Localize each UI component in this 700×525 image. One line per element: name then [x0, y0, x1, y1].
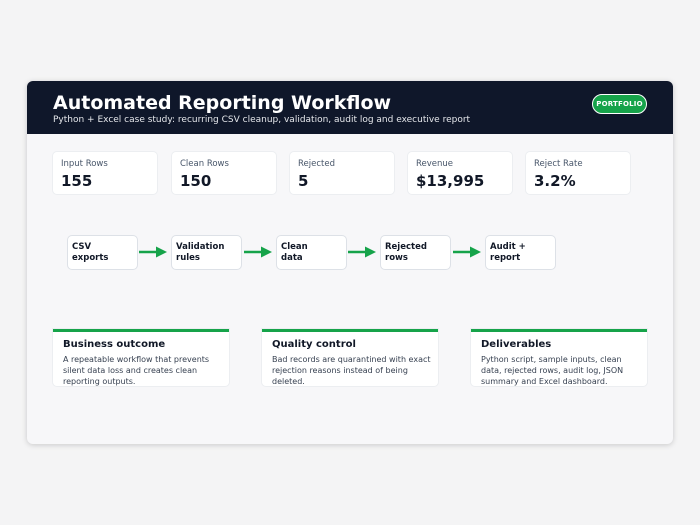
- step-label-line1: CSV: [72, 242, 92, 252]
- workflow-step-csv-exports: CSV exports: [67, 235, 138, 270]
- stat-label: Reject Rate: [534, 159, 583, 169]
- step-label-line2: rows: [385, 253, 408, 263]
- info-card-text: Bad records are quarantined with exact r…: [272, 354, 434, 387]
- portfolio-badge[interactable]: PORTFOLIO: [592, 94, 647, 114]
- info-card-line: silent data loss and creates clean: [63, 366, 198, 375]
- workflow-step-clean-data: Clean data: [276, 235, 347, 270]
- stat-label: Revenue: [416, 159, 454, 169]
- step-label-line1: Clean: [281, 242, 308, 252]
- step-label-line1: Rejected: [385, 242, 427, 252]
- stat-reject-rate: Reject Rate 3.2%: [526, 152, 630, 194]
- info-card-line: summary and Excel dashboard.: [481, 377, 608, 386]
- info-card-deliverables: Deliverables Python script, sample input…: [471, 329, 647, 386]
- info-card-title: Business outcome: [63, 339, 166, 350]
- page-subtitle: Python + Excel case study: recurring CSV…: [53, 115, 471, 125]
- info-card-line: A repeatable workflow that prevents: [63, 355, 210, 364]
- step-label-line1: Validation: [176, 242, 225, 252]
- stat-value: 150: [180, 172, 212, 190]
- stat-clean-rows: Clean Rows 150: [172, 152, 276, 194]
- arrow-right-icon: [348, 246, 376, 258]
- info-card-business-outcome: Business outcome A repeatable workflow t…: [53, 329, 229, 386]
- stat-label: Rejected: [298, 159, 335, 169]
- arrow-right-icon: [139, 246, 167, 258]
- step-label-line2: report: [490, 253, 521, 263]
- stat-label: Input Rows: [61, 159, 108, 169]
- info-card-line: Bad records are quarantined with exact: [272, 355, 431, 364]
- info-card-title: Deliverables: [481, 339, 552, 350]
- info-card-line: deleted.: [272, 377, 305, 386]
- info-card-text: A repeatable workflow that prevents sile…: [63, 354, 225, 387]
- info-card-line: rejection reasons instead of being: [272, 366, 408, 375]
- stat-input-rows: Input Rows 155: [53, 152, 157, 194]
- case-study-card: Automated Reporting Workflow Python + Ex…: [27, 81, 673, 444]
- step-label-line2: data: [281, 253, 303, 263]
- info-card-line: Python script, sample inputs, clean: [481, 355, 622, 364]
- info-card-line: data, rejected rows, audit log, JSON: [481, 366, 624, 375]
- step-label-line2: rules: [176, 253, 200, 263]
- stat-value: $13,995: [416, 172, 485, 190]
- stat-revenue: Revenue $13,995: [408, 152, 512, 194]
- step-label-line2: exports: [72, 253, 109, 263]
- page-title: Automated Reporting Workflow: [53, 92, 392, 114]
- stat-value: 3.2%: [534, 172, 576, 190]
- info-card-quality-control: Quality control Bad records are quaranti…: [262, 329, 438, 386]
- stat-label: Clean Rows: [180, 159, 229, 169]
- stat-value: 5: [298, 172, 309, 190]
- arrow-right-icon: [244, 246, 272, 258]
- info-card-line: reporting outputs.: [63, 377, 136, 386]
- arrow-right-icon: [453, 246, 481, 258]
- stat-rejected: Rejected 5: [290, 152, 394, 194]
- header-banner: Automated Reporting Workflow Python + Ex…: [27, 81, 673, 134]
- info-card-title: Quality control: [272, 339, 356, 350]
- workflow-step-rejected-rows: Rejected rows: [380, 235, 451, 270]
- stat-value: 155: [61, 172, 93, 190]
- step-label-line1: Audit +: [490, 242, 526, 252]
- workflow-step-audit-report: Audit + report: [485, 235, 556, 270]
- info-card-text: Python script, sample inputs, clean data…: [481, 354, 643, 387]
- workflow-step-validation-rules: Validation rules: [171, 235, 242, 270]
